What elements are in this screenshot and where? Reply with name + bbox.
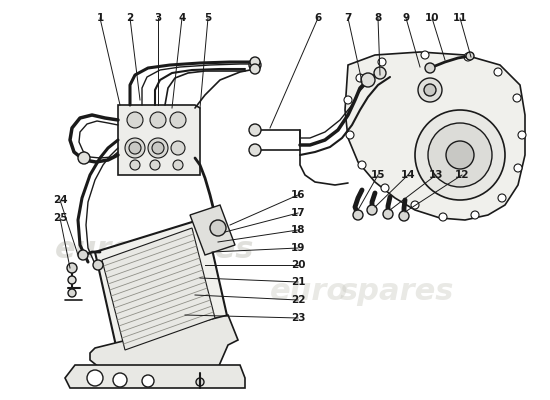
Text: 15: 15: [371, 170, 385, 180]
Circle shape: [367, 205, 377, 215]
Text: euro: euro: [55, 235, 133, 264]
Polygon shape: [118, 105, 200, 175]
Circle shape: [150, 160, 160, 170]
Circle shape: [113, 373, 127, 387]
Circle shape: [353, 210, 363, 220]
Circle shape: [358, 161, 366, 169]
Circle shape: [152, 142, 164, 154]
Text: 6: 6: [315, 13, 322, 23]
Circle shape: [421, 51, 429, 59]
Text: spares: spares: [140, 235, 254, 264]
Circle shape: [210, 220, 226, 236]
Text: 20: 20: [291, 260, 305, 270]
Circle shape: [249, 124, 261, 136]
Text: euro: euro: [270, 277, 348, 306]
Circle shape: [411, 201, 419, 209]
Polygon shape: [90, 315, 238, 368]
Circle shape: [346, 131, 354, 139]
Circle shape: [428, 123, 492, 187]
Text: 8: 8: [375, 13, 382, 23]
Circle shape: [173, 160, 183, 170]
Circle shape: [439, 213, 447, 221]
Circle shape: [150, 112, 166, 128]
Text: 3: 3: [155, 13, 162, 23]
Circle shape: [471, 211, 479, 219]
Circle shape: [249, 59, 261, 71]
Circle shape: [418, 78, 442, 102]
Text: 4: 4: [178, 13, 186, 23]
Circle shape: [514, 164, 522, 172]
Text: 24: 24: [53, 195, 67, 205]
Text: 25: 25: [53, 213, 67, 223]
Text: 18: 18: [291, 225, 305, 235]
Circle shape: [78, 250, 88, 260]
Text: 5: 5: [205, 13, 212, 23]
Circle shape: [78, 152, 90, 164]
Text: 17: 17: [291, 208, 305, 218]
Text: 19: 19: [291, 243, 305, 253]
Circle shape: [425, 63, 435, 73]
Text: 7: 7: [344, 13, 351, 23]
Text: 2: 2: [126, 13, 134, 23]
Circle shape: [196, 378, 204, 386]
Circle shape: [125, 138, 145, 158]
Text: 10: 10: [425, 13, 439, 23]
Text: 22: 22: [291, 295, 305, 305]
Circle shape: [127, 112, 143, 128]
Circle shape: [67, 263, 77, 273]
Text: 21: 21: [291, 277, 305, 287]
Circle shape: [344, 96, 352, 104]
Text: 1: 1: [96, 13, 103, 23]
Text: 23: 23: [291, 313, 305, 323]
Text: spares: spares: [340, 277, 454, 306]
Polygon shape: [190, 205, 235, 255]
Circle shape: [415, 110, 505, 200]
Circle shape: [250, 64, 260, 74]
Text: 9: 9: [403, 13, 410, 23]
Circle shape: [129, 142, 141, 154]
Circle shape: [466, 52, 474, 60]
Circle shape: [68, 289, 76, 297]
Circle shape: [361, 73, 375, 87]
Polygon shape: [65, 365, 245, 388]
Text: 11: 11: [453, 13, 468, 23]
Polygon shape: [345, 52, 525, 220]
Circle shape: [87, 370, 103, 386]
Circle shape: [378, 58, 386, 66]
Circle shape: [356, 74, 364, 82]
Circle shape: [68, 276, 76, 284]
Text: 13: 13: [429, 170, 443, 180]
Circle shape: [93, 260, 103, 270]
Circle shape: [381, 184, 389, 192]
Text: 14: 14: [401, 170, 415, 180]
Circle shape: [518, 131, 526, 139]
Circle shape: [399, 211, 409, 221]
Circle shape: [170, 112, 186, 128]
Circle shape: [171, 141, 185, 155]
Polygon shape: [95, 218, 228, 355]
Circle shape: [494, 68, 502, 76]
Circle shape: [498, 194, 506, 202]
Circle shape: [424, 84, 436, 96]
Circle shape: [250, 57, 260, 67]
Circle shape: [142, 375, 154, 387]
Circle shape: [374, 67, 386, 79]
Circle shape: [464, 53, 472, 61]
Polygon shape: [102, 228, 215, 350]
Circle shape: [249, 144, 261, 156]
Text: 12: 12: [455, 170, 469, 180]
Circle shape: [513, 94, 521, 102]
Circle shape: [446, 141, 474, 169]
Circle shape: [148, 138, 168, 158]
Circle shape: [383, 209, 393, 219]
Text: 16: 16: [291, 190, 305, 200]
Circle shape: [130, 160, 140, 170]
